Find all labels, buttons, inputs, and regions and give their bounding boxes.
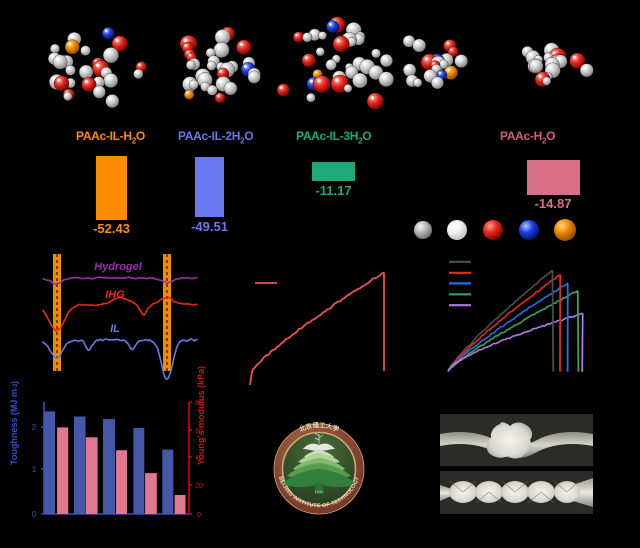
svg-text:1940: 1940 xyxy=(315,489,325,494)
